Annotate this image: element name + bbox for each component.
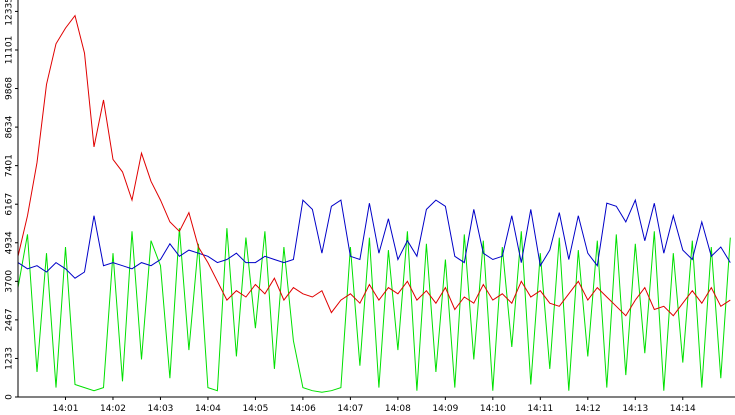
y-tick-label: 1233: [5, 347, 15, 370]
y-tick-label: 9868: [5, 77, 15, 100]
series-line: [17, 14, 731, 317]
x-tick-label: 14:09: [432, 404, 458, 414]
x-tick-label: 14:01: [53, 404, 79, 414]
x-tick-label: 14:03: [147, 404, 173, 414]
y-tick-label: 11101: [5, 36, 15, 65]
series-line: [17, 198, 731, 279]
series-line: [17, 228, 731, 393]
x-tick-label: 14:12: [575, 404, 601, 414]
x-tick-label: 14:02: [100, 404, 126, 414]
x-tick-label: 14:10: [480, 404, 506, 414]
y-tick-label: 8634: [5, 115, 15, 138]
y-tick-label: 2467: [5, 308, 15, 331]
y-tick-label: 6167: [5, 193, 15, 216]
y-tick-label: 7401: [5, 154, 15, 177]
y-tick-label: 0: [5, 394, 15, 400]
x-tick-label: 14:11: [527, 404, 553, 414]
y-tick-label: 3700: [5, 270, 15, 293]
y-tick-label: 4934: [5, 231, 15, 254]
x-tick-label: 14:08: [385, 404, 411, 414]
x-tick-label: 14:14: [670, 404, 696, 414]
x-tick-label: 14:13: [622, 404, 648, 414]
x-tick-label: 14:04: [195, 404, 221, 414]
x-tick-label: 14:07: [337, 404, 363, 414]
x-tick-label: 14:05: [242, 404, 268, 414]
y-tick-label: 12335: [5, 0, 15, 26]
x-tick-label: 14:06: [290, 404, 316, 414]
